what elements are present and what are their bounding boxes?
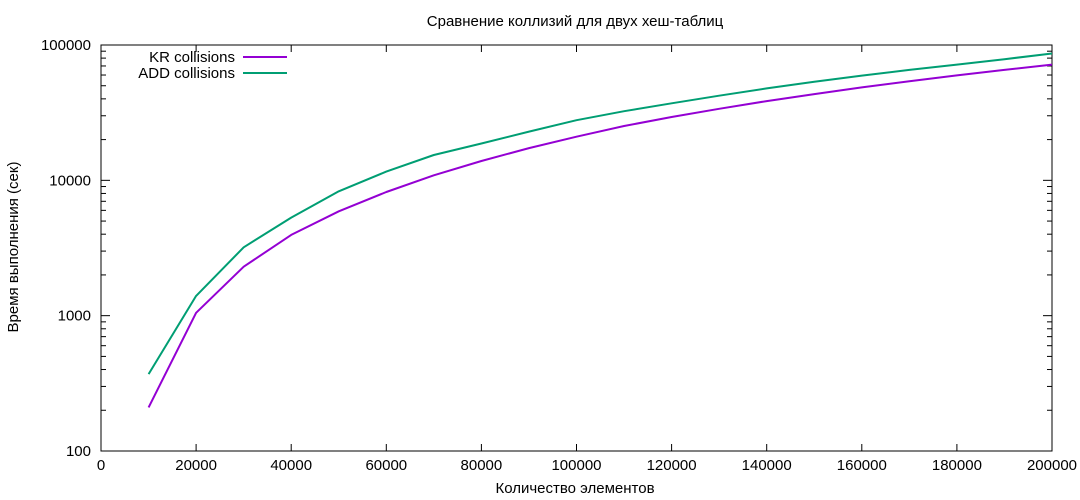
x-axis-label: Количество элементов: [495, 480, 654, 497]
x-tick-label: 180000: [932, 457, 982, 474]
y-axis: 100 1000 10000 100000: [41, 37, 1052, 460]
series-line-kr-collisions: [147, 63, 1053, 408]
y-tick-label: 100000: [41, 37, 91, 54]
x-tick-label: 20000: [175, 457, 217, 474]
series-layer: [147, 52, 1053, 408]
x-tick-label: 40000: [270, 457, 312, 474]
x-axis: 0 20000 40000 60000 80000 100000 120000 140000 1…: [97, 45, 1077, 474]
legend-label: KR collisions: [149, 49, 235, 66]
legend-label: ADD collisions: [138, 65, 235, 82]
x-tick-label: 120000: [647, 457, 697, 474]
y-axis-label: Время выполнения (сек): [5, 162, 22, 333]
x-tick-label: 80000: [461, 457, 503, 474]
y-tick-label: 100: [66, 443, 91, 460]
y-tick-label: 1000: [58, 308, 91, 325]
x-tick-label: 0: [97, 457, 105, 474]
series-line-add-collisions: [147, 52, 1053, 375]
x-tick-label: 200000: [1027, 457, 1077, 474]
x-tick-label: 140000: [742, 457, 792, 474]
chart-title: Сравнение коллизий для двух хеш-таблиц: [427, 13, 724, 30]
y-tick-label: 10000: [49, 172, 91, 189]
x-tick-label: 100000: [551, 457, 601, 474]
x-tick-label: 160000: [837, 457, 887, 474]
x-tick-label: 60000: [365, 457, 407, 474]
